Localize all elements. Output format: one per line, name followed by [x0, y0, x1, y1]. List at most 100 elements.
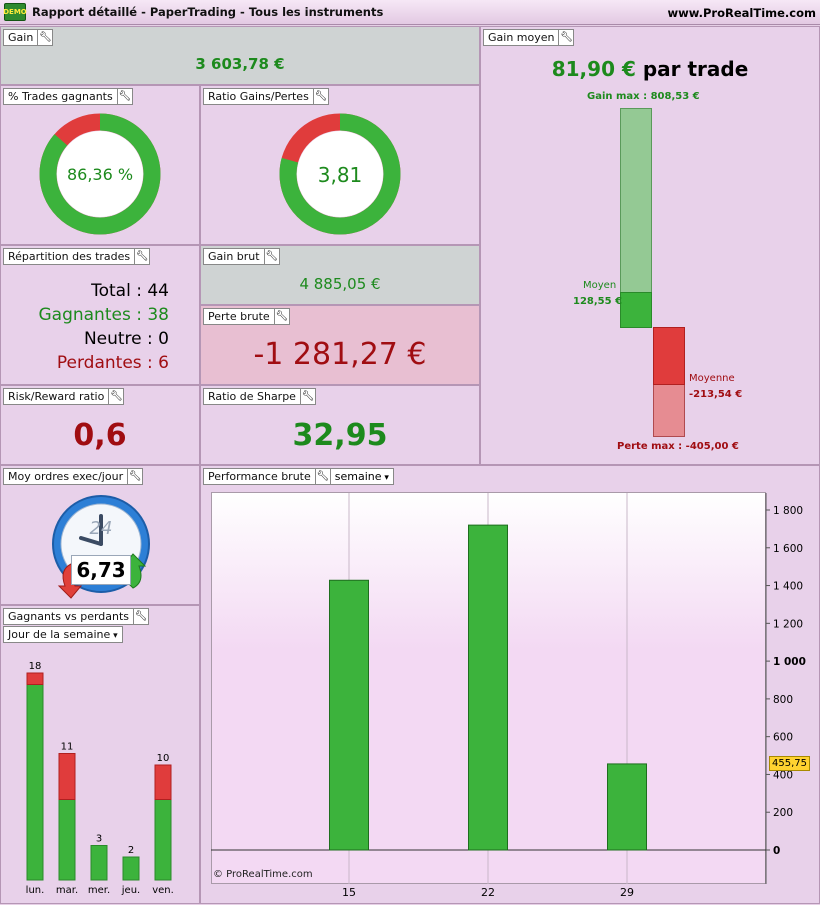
sharpe-panel: Ratio de Sharpe 🔧︎ 32,95: [200, 385, 480, 465]
moyenne-value: -213,54 €: [689, 389, 743, 400]
performance-bar: [468, 524, 508, 851]
winner-bar: [58, 799, 76, 881]
loser-bar: [58, 753, 76, 800]
window-title: Rapport détaillé - PaperTrading - Tous l…: [32, 5, 384, 19]
panel-title: Perte brute: [203, 308, 275, 325]
y-tick-label: 800: [773, 694, 793, 706]
x-tick-label: 15: [342, 886, 356, 899]
panel-title: Gain: [3, 29, 39, 46]
performance-bar: [607, 763, 647, 851]
wrench-icon[interactable]: 🔧︎: [264, 248, 280, 265]
gagnants-vs-perdants-panel: Gagnants vs perdants 🔧︎ Jour de la semain…: [0, 605, 200, 904]
wrench-icon[interactable]: 🔧︎: [559, 29, 575, 46]
total-label: 11: [61, 742, 74, 753]
x-tick-label: 22: [481, 886, 495, 899]
gain-avg-bar: [620, 292, 652, 328]
gain-panel: Gain 🔧︎ 3 603,78 €: [0, 26, 480, 85]
moyen-label: Moyen: [583, 280, 617, 291]
ratio-gains-pertes-panel: Ratio Gains/Pertes 🔧︎ 3,81: [200, 85, 480, 245]
winner-bar: [90, 845, 108, 881]
gain-moyen-headline: 81,90 € par trade: [481, 57, 819, 81]
total-label: 10: [157, 753, 170, 764]
period-dropdown[interactable]: semaine: [330, 468, 394, 485]
wrench-icon[interactable]: 🔧︎: [274, 308, 290, 325]
ratio-value: 3,81: [317, 163, 363, 187]
total-label: 18: [29, 661, 42, 672]
day-label: ven.: [152, 885, 174, 896]
neutre-value: 0: [158, 329, 169, 349]
total-label: 3: [96, 834, 102, 845]
sharpe-value: 32,95: [292, 418, 388, 453]
performance-bar: [329, 579, 369, 851]
panel-title: Ratio de Sharpe: [203, 388, 301, 405]
moy-ordres-panel: Moy ordres exec/jour 🔧︎ 24 6,73: [0, 465, 200, 605]
current-value-badge: 455,75: [769, 756, 810, 771]
winner-bar: [122, 856, 140, 881]
moyen-value: 128,55 €: [573, 296, 623, 307]
panel-title: Répartition des trades: [3, 248, 136, 265]
gain-moyen-suffix: par trade: [635, 57, 749, 81]
repartition-panel: Répartition des trades 🔧︎ Total : 44 Gagn…: [0, 245, 200, 385]
clock-number: 24: [90, 518, 113, 539]
wrench-icon[interactable]: 🔧︎: [313, 88, 329, 105]
y-tick-label: 1 800: [773, 505, 803, 517]
x-tick-label: 29: [620, 886, 634, 899]
day-label: mer.: [88, 885, 110, 896]
day-label: jeu.: [121, 885, 140, 896]
wrench-icon[interactable]: 🔧︎: [38, 29, 54, 46]
gagnantes-value: 38: [147, 305, 169, 325]
wrench-icon[interactable]: 🔧︎: [117, 88, 133, 105]
title-bar: DEMO Rapport détaillé - PaperTrading - T…: [0, 0, 820, 25]
jour-semaine-dropdown[interactable]: Jour de la semaine: [3, 626, 123, 643]
panel-title: Risk/Reward ratio: [3, 388, 110, 405]
wrench-icon[interactable]: 🔧︎: [135, 248, 151, 265]
panel-title: Performance brute: [203, 468, 316, 485]
y-tick-label: 1 200: [773, 618, 803, 630]
panel-title: % Trades gagnants: [3, 88, 118, 105]
panel-title: Ratio Gains/Pertes: [203, 88, 314, 105]
wrench-icon[interactable]: 🔧︎: [109, 388, 125, 405]
panel-title: Moy ordres exec/jour: [3, 468, 129, 485]
performance-chart: 0 200 400 600 800 1 000 1 200 1 400 1 600 1 800 15…: [211, 493, 806, 899]
day-label: lun.: [26, 885, 45, 896]
repartition-list: Total : 44 Gagnantes : 38 Neutre : 0 Per…: [1, 279, 169, 375]
gagnants-vs-perdants-chart: 18 lun. 11 mar. 3 mer. 2 jeu. 10 ven.: [26, 661, 174, 896]
y-tick-label: 1 600: [773, 543, 803, 555]
total-label: Total :: [91, 281, 148, 301]
perdantes-value: 6: [158, 353, 169, 373]
day-label: mar.: [56, 885, 78, 896]
donut-win-arc: [279, 113, 401, 235]
gain-brut-value: 4 885,05 €: [299, 275, 381, 293]
risk-reward-panel: Risk/Reward ratio 🔧︎ 0,6: [0, 385, 200, 465]
wrench-icon[interactable]: 🔧︎: [134, 608, 150, 625]
perte-brute-panel: Perte brute 🔧︎ -1 281,27 €: [200, 305, 480, 385]
watermark: © ProRealTime.com: [213, 869, 313, 880]
perdantes-label: Perdantes :: [56, 353, 159, 373]
total-label: 2: [128, 845, 134, 856]
loser-bar: [26, 672, 44, 685]
y-tick-label: 200: [773, 807, 793, 819]
gain-max-bar: [620, 108, 652, 328]
panel-title: Gain moyen: [483, 29, 560, 46]
gagnantes-row: Gagnantes : 38: [1, 303, 169, 327]
y-tick-label: 600: [773, 732, 793, 744]
gain-brut-panel: Gain brut 🔧︎ 4 885,05 €: [200, 245, 480, 305]
gain-moyen-value: 81,90 €: [551, 57, 636, 81]
risk-reward-value: 0,6: [73, 418, 127, 453]
loss-avg-bar: [653, 327, 685, 385]
panel-title: Gagnants vs perdants: [3, 608, 135, 625]
loser-bar: [154, 764, 172, 800]
donut-center: [297, 131, 383, 217]
clock-icon: 24: [52, 495, 150, 599]
wrench-icon[interactable]: 🔧︎: [300, 388, 316, 405]
ratio-donut: [279, 113, 401, 235]
winner-bar: [154, 799, 172, 881]
moy-ordres-value: 6,73: [71, 555, 131, 585]
gain-max-label: Gain max : 808,53 €: [587, 91, 700, 102]
trades-gagnants-donut: [39, 113, 161, 235]
wrench-icon[interactable]: 🔧︎: [128, 468, 144, 485]
moyenne-label: Moyenne: [689, 373, 735, 384]
panel-title: Gain brut: [203, 248, 265, 265]
site-link[interactable]: www.ProRealTime.com: [667, 6, 816, 20]
neutre-label: Neutre :: [83, 329, 159, 349]
